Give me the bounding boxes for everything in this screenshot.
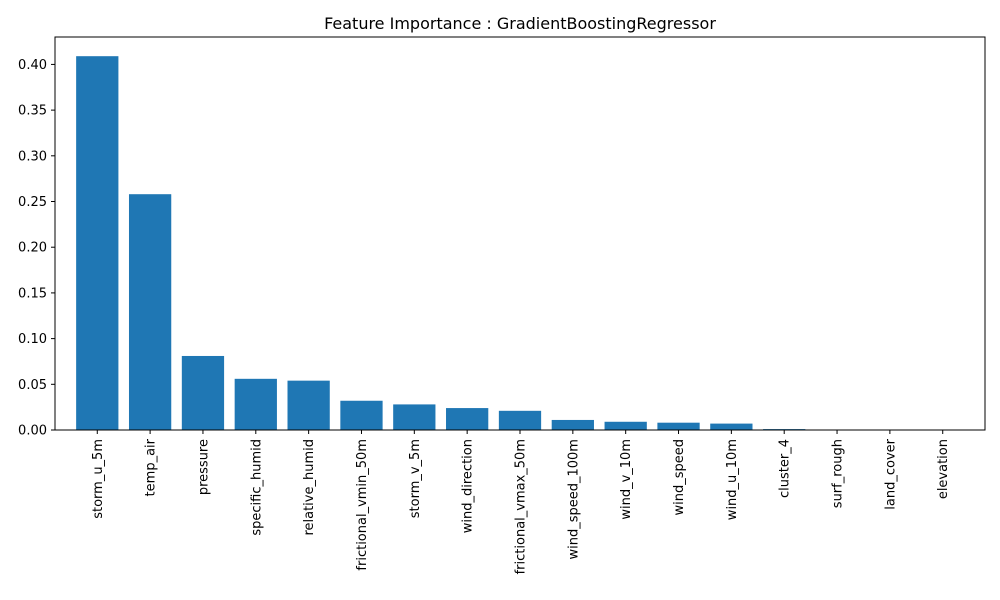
bar-wind_speed_100m bbox=[551, 419, 594, 430]
x-tick-label: relative_humid bbox=[302, 439, 317, 536]
x-tick-label: storm_u_5m bbox=[91, 439, 106, 519]
bar-pressure bbox=[181, 355, 225, 430]
bar-storm_u_5m bbox=[76, 56, 119, 430]
x-tick-label: temp_air bbox=[144, 438, 159, 496]
x-tick-label: specific_humid bbox=[249, 439, 264, 536]
y-tick-label: 0.25 bbox=[18, 195, 47, 210]
y-tick-label: 0.05 bbox=[18, 378, 47, 393]
bar-wind_speed bbox=[657, 422, 700, 430]
bar-frictional_vmin_50m bbox=[340, 400, 383, 430]
x-tick-label: elevation bbox=[936, 439, 951, 499]
x-tick-label: wind_direction bbox=[461, 439, 476, 533]
y-tick-label: 0.15 bbox=[18, 286, 47, 301]
x-tick-label: surf_rough bbox=[831, 439, 846, 508]
x-tick-label: land_cover bbox=[883, 438, 898, 509]
bar-wind_v_10m bbox=[604, 421, 647, 430]
x-tick-label: frictional_vmax_50m bbox=[514, 439, 529, 574]
x-tick-label: frictional_vmin_50m bbox=[355, 439, 370, 571]
y-tick-label: 0.10 bbox=[18, 332, 47, 347]
y-tick-label: 0.20 bbox=[18, 241, 47, 256]
chart-title: Feature Importance : GradientBoostingReg… bbox=[324, 14, 716, 33]
x-tick-label: wind_speed bbox=[672, 439, 687, 516]
x-tick-label: wind_u_10m bbox=[725, 439, 740, 520]
x-tick-label: cluster_4 bbox=[778, 439, 793, 498]
y-tick-label: 0.40 bbox=[18, 58, 47, 73]
bar-specific_humid bbox=[234, 378, 277, 430]
x-tick-label: storm_v_5m bbox=[408, 439, 423, 518]
y-tick-label: 0.35 bbox=[18, 104, 47, 119]
x-tick-label: wind_speed_100m bbox=[566, 439, 581, 560]
bar-wind_direction bbox=[446, 408, 489, 430]
x-tick-label: pressure bbox=[196, 439, 211, 495]
x-tick-label: wind_v_10m bbox=[619, 439, 634, 520]
bar-relative_humid bbox=[287, 380, 330, 430]
bar-temp_air bbox=[128, 194, 172, 430]
y-tick-label: 0.30 bbox=[18, 149, 47, 164]
bar-frictional_vmax_50m bbox=[498, 410, 542, 430]
bar-wind_u_10m bbox=[710, 423, 753, 430]
plot-area: 0.00 0.05 0.10 0.15 0.20 0.25 0.30 0.35 0.40 stor… bbox=[18, 36, 986, 574]
bar-storm_v_5m bbox=[393, 404, 436, 430]
y-tick-label: 0.00 bbox=[18, 424, 47, 439]
